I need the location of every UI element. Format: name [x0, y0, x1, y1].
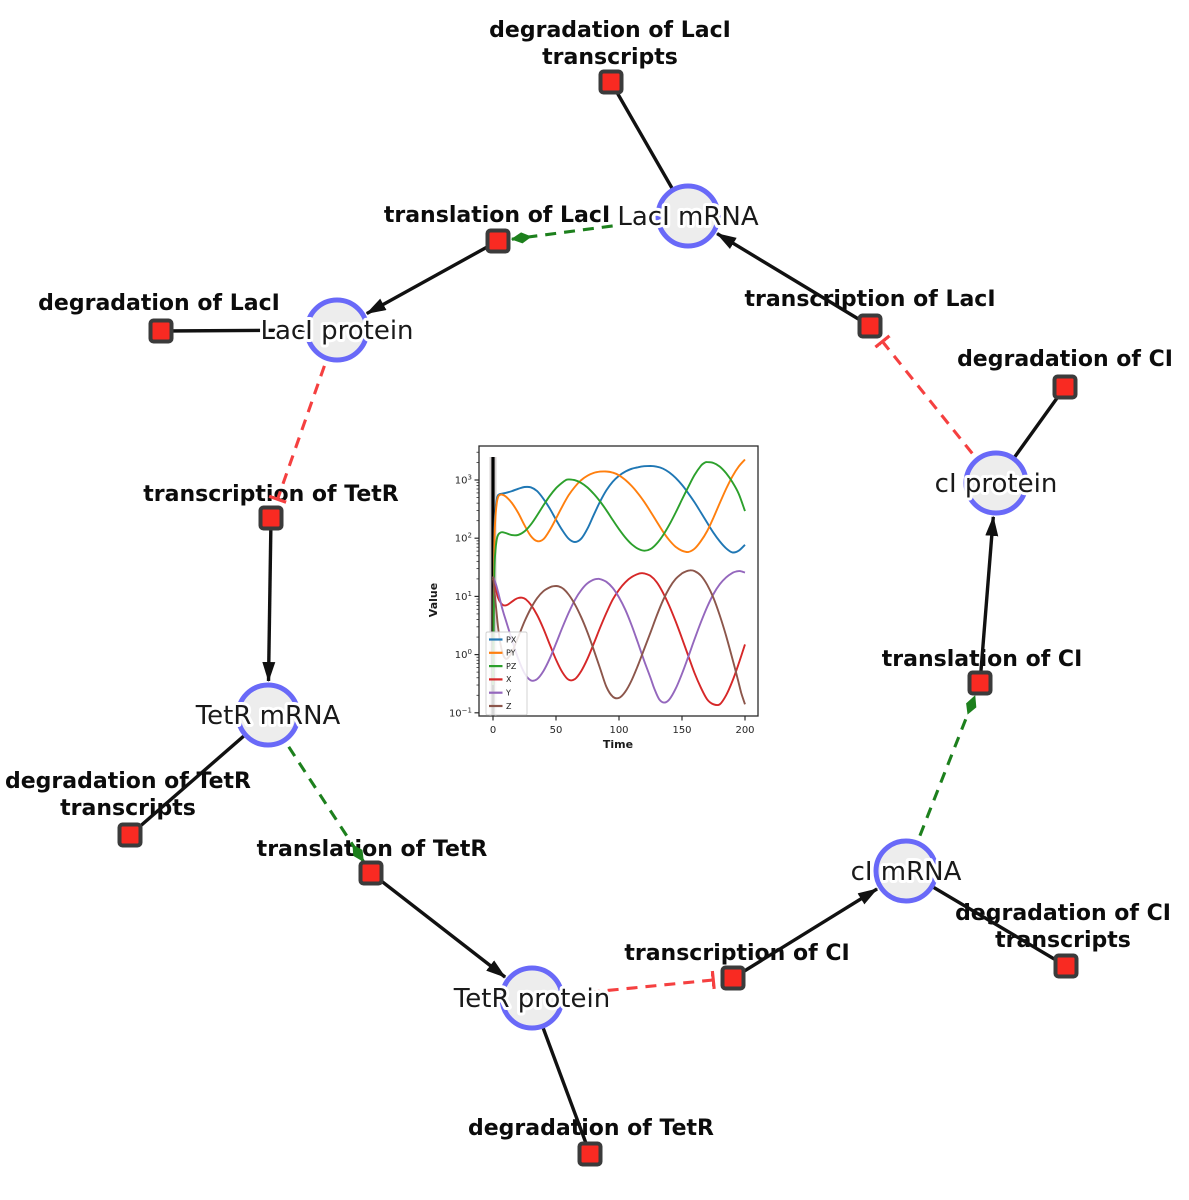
reaction-label-transcription_cI: transcription of CI: [624, 941, 849, 966]
reaction-node-deg_cI[interactable]: [1052, 374, 1078, 400]
reaction-label-deg_cI_tr: degradation of CI: [955, 901, 1171, 926]
reaction-node-deg_lacI[interactable]: [148, 318, 174, 344]
edge-transcription_tetR-to-tetR_mRNA: [262, 517, 276, 683]
reaction-label-deg_lacI_tr: degradation of LacI: [489, 18, 731, 43]
reaction-node-transcription_lacI[interactable]: [857, 313, 883, 339]
reaction-node-deg_tetR[interactable]: [577, 1141, 603, 1167]
species-label-tetR_mRNA: TetR mRNA: [195, 701, 341, 731]
edge-translation_lacI-to-lacI_protein: [365, 239, 499, 316]
reaction-label-deg_lacI: degradation of LacI: [38, 291, 280, 316]
reaction-label-deg_cI_tr: transcripts: [995, 928, 1131, 953]
species-labels-layer: LacI mRNA LacI protein TetR mRNA TetR prote…: [192, 199, 1061, 1017]
x-tick-label: 50: [550, 725, 563, 736]
x-tick-label: 100: [609, 725, 628, 736]
species-node-cI_protein[interactable]: [963, 450, 1029, 516]
reaction-label-translation_tetR: translation of TetR: [257, 837, 488, 862]
edge-transcription_cI-to-cI_mRNA: [732, 887, 878, 980]
reaction-label-translation_lacI: translation of LacI: [384, 203, 610, 228]
reaction-label-deg_cI: degradation of CI: [957, 347, 1173, 372]
reaction-node-translation_lacI[interactable]: [485, 228, 511, 254]
reaction-node-deg_tetR_tr[interactable]: [117, 822, 143, 848]
edge-translation_tetR-to-tetR_protein: [369, 871, 507, 979]
reaction-label-deg_lacI_tr: transcripts: [542, 45, 678, 70]
reaction-node-transcription_cI[interactable]: [720, 965, 746, 991]
chart-legend: PX PY PZ XYZ: [485, 631, 528, 716]
series-curve-PY: [492, 458, 746, 686]
series-curve-PX: [492, 464, 746, 686]
reaction-node-deg_cI_tr[interactable]: [1053, 953, 1079, 979]
legend-label-PZ: PZ: [506, 662, 517, 671]
legend-label-Z: Z: [506, 702, 512, 711]
reaction-label-deg_tetR_tr: degradation of TetR: [5, 769, 251, 794]
nodes-layer: [117, 69, 1079, 1167]
species-node-lacI_mRNA[interactable]: [655, 183, 721, 249]
reaction-label-transcription_lacI: transcription of LacI: [744, 287, 995, 312]
species-label-lacI_mRNA: LacI mRNA: [617, 202, 758, 232]
x-tick-label: 150: [672, 725, 691, 736]
edge-transcription_lacI-to-lacI_mRNA: [716, 232, 871, 328]
series-curve-X: [492, 572, 746, 707]
series-curve-PZ: [492, 461, 746, 686]
legend-label-Y: Y: [505, 689, 511, 698]
species-label-cI_mRNA: cI mRNA: [851, 857, 962, 887]
x-tick-label: 0: [490, 725, 496, 736]
legend-label-PX: PX: [506, 635, 517, 644]
reaction-node-transcription_tetR[interactable]: [258, 505, 284, 531]
species-label-lacI_protein: LacI protein: [260, 316, 413, 346]
species-node-lacI_protein[interactable]: [304, 297, 370, 363]
species-node-cI_mRNA[interactable]: [873, 838, 939, 904]
reaction-label-deg_tetR: degradation of TetR: [468, 1116, 714, 1141]
reaction-node-deg_lacI_tr[interactable]: [598, 69, 624, 95]
species-label-cI_protein: cI protein: [935, 469, 1058, 499]
legend-label-PY: PY: [506, 649, 516, 658]
reaction-label-deg_tetR_tr: transcripts: [60, 796, 196, 821]
edge-translation_cI-to-cI_protein: [978, 515, 999, 684]
y-axis-label: Value: [427, 583, 440, 617]
reaction-label-transcription_tetR: transcription of TetR: [143, 482, 399, 507]
edge-cI_mRNA-to-translation_cI: [904, 695, 977, 872]
species-node-tetR_protein[interactable]: [499, 965, 565, 1031]
x-tick-label: 200: [735, 725, 754, 736]
species-node-tetR_mRNA[interactable]: [235, 682, 301, 748]
reaction-node-translation_cI[interactable]: [967, 670, 993, 696]
reaction-node-translation_tetR[interactable]: [358, 860, 384, 886]
legend-label-X: X: [506, 675, 512, 684]
x-axis-label: Time: [603, 738, 633, 751]
species-label-tetR_protein: TetR protein: [453, 984, 610, 1014]
